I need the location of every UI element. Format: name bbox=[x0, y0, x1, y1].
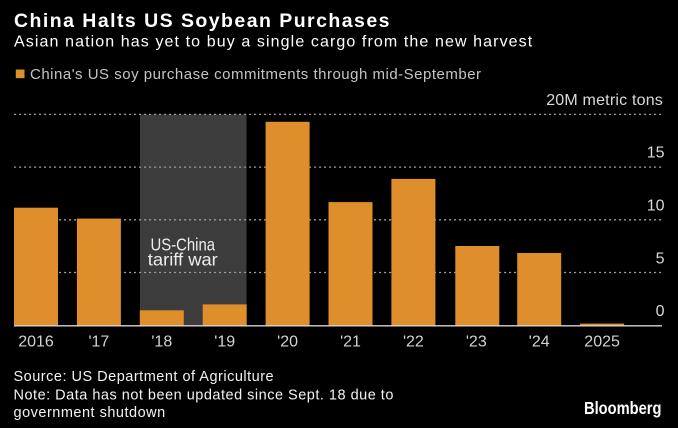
svg-text:2025: 2025 bbox=[584, 334, 620, 351]
svg-text:'18: '18 bbox=[151, 334, 172, 351]
svg-text:tariff war: tariff war bbox=[148, 250, 218, 270]
svg-text:'22: '22 bbox=[403, 334, 424, 351]
svg-text:2016: 2016 bbox=[18, 334, 54, 351]
svg-text:15: 15 bbox=[647, 145, 665, 162]
svg-text:Source: US Department of Agric: Source: US Department of Agriculture bbox=[14, 369, 275, 385]
svg-text:China's US soy purchase commit: China's US soy purchase commitments thro… bbox=[30, 66, 482, 83]
svg-text:'20: '20 bbox=[277, 334, 298, 351]
svg-text:'23: '23 bbox=[466, 334, 487, 351]
svg-text:'19: '19 bbox=[214, 334, 235, 351]
svg-text:10: 10 bbox=[647, 198, 665, 215]
svg-text:China Halts US Soybean Purchas: China Halts US Soybean Purchases bbox=[14, 10, 391, 32]
svg-text:0: 0 bbox=[656, 303, 665, 320]
svg-text:Bloomberg: Bloomberg bbox=[584, 398, 662, 418]
svg-text:5: 5 bbox=[656, 250, 665, 267]
svg-text:'24: '24 bbox=[529, 334, 550, 351]
svg-text:20M metric tons: 20M metric tons bbox=[546, 92, 663, 109]
svg-text:Note: Data has not been update: Note: Data has not been updated since Se… bbox=[14, 388, 394, 404]
svg-text:US-China: US-China bbox=[151, 235, 216, 255]
svg-text:government shutdown: government shutdown bbox=[14, 405, 166, 421]
svg-text:Asian nation has yet to buy a: Asian nation has yet to buy a single car… bbox=[14, 34, 533, 51]
svg-text:'17: '17 bbox=[88, 334, 109, 351]
svg-text:'21: '21 bbox=[340, 334, 361, 351]
